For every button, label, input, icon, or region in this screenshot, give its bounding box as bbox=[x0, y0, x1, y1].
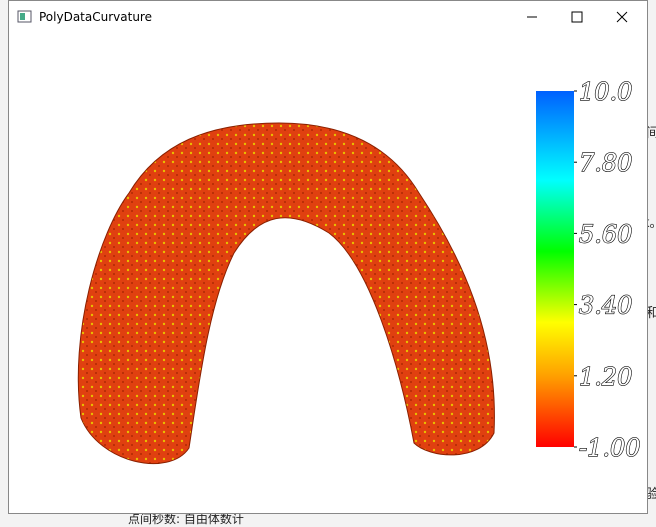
scale-label: 7.80 bbox=[579, 149, 632, 177]
close-button[interactable] bbox=[616, 11, 628, 23]
scale-label: 10.0 bbox=[579, 78, 632, 106]
scale-label: 1.20 bbox=[579, 363, 632, 391]
title-bar: PolyDataCurvature bbox=[9, 1, 647, 33]
window-controls bbox=[527, 11, 628, 23]
app-icon bbox=[17, 10, 32, 23]
color-scale bbox=[536, 91, 574, 447]
scale-label: 5.60 bbox=[579, 220, 632, 248]
maximize-button[interactable] bbox=[571, 11, 583, 23]
background-text: 和 bbox=[646, 306, 656, 321]
window-title: PolyDataCurvature bbox=[39, 10, 152, 24]
scale-label: -1.00 bbox=[579, 434, 641, 462]
dental-mesh bbox=[77, 122, 495, 464]
render-view: 10.0 7.80 5.60 3.40 1.20 -1.00 bbox=[77, 77, 641, 464]
background-text: 验 bbox=[646, 487, 656, 502]
window: PolyDataCurvature 10.0 7.80 5.60 3.40 1.20 -1… bbox=[8, 0, 648, 514]
background-text: 间 bbox=[646, 126, 656, 141]
scale-label: 3.40 bbox=[579, 292, 632, 320]
